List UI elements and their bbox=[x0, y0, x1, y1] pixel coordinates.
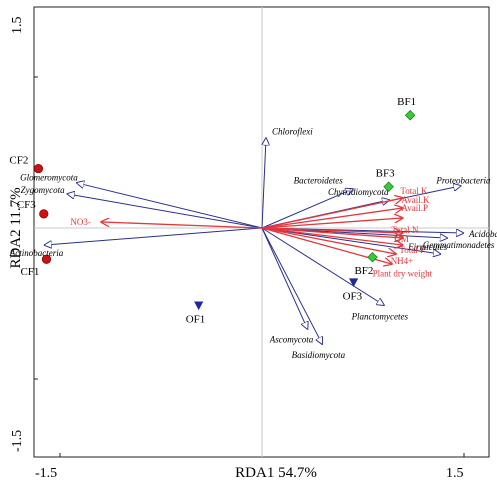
env-label-no3: NO3- bbox=[70, 217, 91, 227]
env-arrow-total-k bbox=[261, 198, 403, 229]
site-label-cf3: CF3 bbox=[17, 199, 36, 211]
axis-ticks bbox=[34, 76, 465, 457]
site-label-of1: OF1 bbox=[186, 314, 206, 326]
species-label-acidobacteria: Acidobacteria bbox=[468, 229, 497, 239]
env-label-avail-p: Avail.P bbox=[401, 203, 428, 213]
site-marker-cf2 bbox=[33, 163, 43, 174]
species-label-proteobacteria: Proteobacteria bbox=[435, 176, 491, 186]
site-label-cf2: CF2 bbox=[9, 155, 28, 167]
env-label-nh4: NH4+ bbox=[391, 256, 414, 266]
vector-labels: Chloroflexi Proteobacteria BacteroidetesCh… bbox=[9, 96, 497, 360]
x-tick-label-min: -1.5 bbox=[35, 466, 57, 481]
environment-vectors bbox=[100, 198, 403, 264]
species-label-bacteroidetes: Bacteroidetes bbox=[294, 176, 344, 186]
site-label-cf1: CF1 bbox=[20, 266, 39, 278]
species-arrow-basidiomycota bbox=[261, 227, 323, 345]
x-tick-label-max: 1.5 bbox=[446, 466, 464, 481]
species-label-basidiomycota: Basidiomycota bbox=[292, 350, 346, 360]
env-label-total-p: Total P bbox=[399, 245, 425, 255]
species-arrow-bacteroidetes bbox=[261, 189, 354, 229]
env-label-total-k: Total K bbox=[400, 186, 428, 196]
y-axis-title: RDA2 11.7% bbox=[8, 187, 24, 268]
y-tick-label-max: 1.5 bbox=[10, 17, 25, 35]
env-label-om: OM bbox=[394, 234, 409, 244]
site-marker-cf3 bbox=[39, 209, 49, 219]
species-arrow-actinobacteria bbox=[44, 227, 263, 245]
site-label-bf3: BF3 bbox=[376, 168, 395, 180]
species-label-ascomycota: Ascomycota bbox=[269, 335, 314, 345]
env-label-avail-k: Avail.K bbox=[401, 195, 430, 205]
env-arrow-om bbox=[261, 227, 403, 238]
env-arrow-avail-k bbox=[261, 208, 403, 229]
site-marker-bf3 bbox=[383, 181, 394, 192]
site-label-bf1: BF1 bbox=[397, 96, 416, 108]
species-arrow-glomeromycota bbox=[76, 183, 263, 229]
env-label-total-n: Total N bbox=[391, 225, 419, 235]
species-label-gemmatimonadetes: Gemmatimonadetes bbox=[423, 240, 495, 250]
env-label-plant-dry-weight: Plant dry weight bbox=[373, 268, 433, 278]
env-arrow-total-n bbox=[261, 227, 403, 233]
env-arrow-nh4 bbox=[261, 227, 397, 254]
env-arrow-no3 bbox=[100, 222, 263, 229]
species-label-chytridiomycota: Chytridiomycota bbox=[328, 187, 389, 197]
site-label-of3: OF3 bbox=[343, 290, 363, 302]
species-arrow-planctomycetes bbox=[261, 227, 385, 306]
site-marker-of3 bbox=[348, 278, 359, 287]
site-marker-of1 bbox=[194, 301, 204, 311]
species-label-zygomycota: Zygomycota bbox=[21, 185, 65, 195]
species-label-chloroflexi: Chloroflexi bbox=[272, 126, 313, 136]
sample-points bbox=[33, 109, 416, 311]
site-marker-bf1 bbox=[404, 109, 416, 121]
species-label-planctomycetes: Planctomycetes bbox=[351, 312, 409, 322]
env-arrow-total-p bbox=[261, 227, 403, 245]
site-marker-bf2 bbox=[367, 251, 378, 263]
x-axis-title: RDA1 54.7% bbox=[235, 465, 317, 481]
species-arrow-zygomycota bbox=[67, 194, 263, 229]
species-arrow-ascomycota bbox=[261, 227, 308, 330]
site-marker-cf1 bbox=[41, 254, 52, 264]
site-label-bf2: BF2 bbox=[354, 265, 373, 277]
env-arrow-avail-p bbox=[261, 218, 403, 229]
species-label-firmicutes: Firmicutes bbox=[407, 242, 447, 252]
species-label-glomeromycota: Glomeromycota bbox=[20, 173, 78, 183]
y-tick-label-min: -1.5 bbox=[10, 430, 25, 452]
species-arrow-chloroflexi bbox=[261, 137, 266, 229]
species-arrow-firmicutes bbox=[261, 227, 441, 254]
species-label-actinobacteria: Actinobacteria bbox=[9, 248, 64, 258]
